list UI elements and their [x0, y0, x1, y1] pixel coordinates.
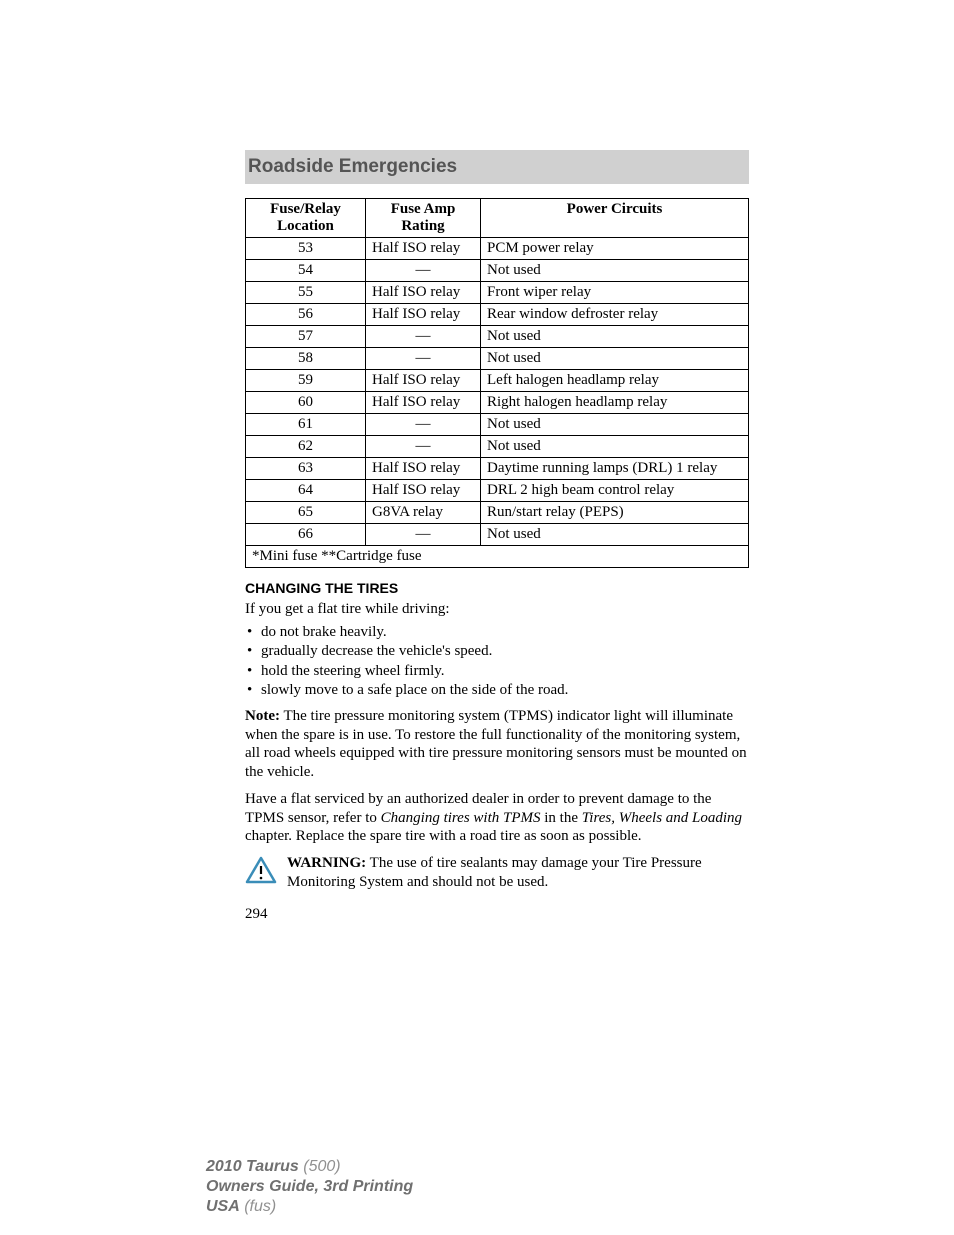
list-item: do not brake heavily. [245, 623, 749, 643]
table-row: 60Half ISO relayRight halogen headlamp r… [246, 392, 749, 414]
cell-location: 59 [246, 370, 366, 392]
cell-circuit: PCM power relay [481, 238, 749, 260]
cell-rating: — [366, 414, 481, 436]
tire-bullets: do not brake heavily.gradually decrease … [245, 623, 749, 701]
note-text: The tire pressure monitoring system (TPM… [245, 708, 747, 780]
list-item: gradually decrease the vehicle's speed. [245, 642, 749, 662]
cell-location: 63 [246, 458, 366, 480]
cell-rating: — [366, 436, 481, 458]
cell-rating: G8VA relay [366, 502, 481, 524]
table-row: 61—Not used [246, 414, 749, 436]
cell-circuit: Not used [481, 260, 749, 282]
cell-rating: — [366, 326, 481, 348]
table-row: 55Half ISO relayFront wiper relay [246, 282, 749, 304]
table-row: 66—Not used [246, 524, 749, 546]
list-item: slowly move to a safe place on the side … [245, 681, 749, 701]
cell-circuit: Not used [481, 436, 749, 458]
table-row: 64Half ISO relayDRL 2 high beam control … [246, 480, 749, 502]
cell-circuit: Not used [481, 348, 749, 370]
cell-location: 65 [246, 502, 366, 524]
note-label: Note: [245, 708, 280, 724]
page-number: 294 [245, 906, 749, 923]
cell-location: 64 [246, 480, 366, 502]
table-row: 56Half ISO relayRear window defroster re… [246, 304, 749, 326]
cell-location: 56 [246, 304, 366, 326]
cell-location: 60 [246, 392, 366, 414]
cell-location: 62 [246, 436, 366, 458]
cell-rating: — [366, 524, 481, 546]
cell-rating: — [366, 348, 481, 370]
footer-guide: Owners Guide, 3rd Printing [206, 1177, 413, 1197]
cell-location: 58 [246, 348, 366, 370]
table-row: 63Half ISO relayDaytime running lamps (D… [246, 458, 749, 480]
cell-rating: Half ISO relay [366, 458, 481, 480]
cell-rating: Half ISO relay [366, 304, 481, 326]
footer-model-code: (500) [299, 1158, 341, 1175]
table-row: 59Half ISO relayLeft halogen headlamp re… [246, 370, 749, 392]
service-paragraph: Have a flat serviced by an authorized de… [245, 790, 749, 846]
cell-circuit: Not used [481, 524, 749, 546]
warning-block: WARNING: The use of tire sealants may da… [245, 854, 749, 892]
footer: 2010 Taurus (500) Owners Guide, 3rd Prin… [206, 1157, 413, 1217]
cell-location: 53 [246, 238, 366, 260]
cell-circuit: DRL 2 high beam control relay [481, 480, 749, 502]
cell-circuit: Not used [481, 326, 749, 348]
table-header-location: Fuse/Relay Location [246, 199, 366, 238]
cell-circuit: Not used [481, 414, 749, 436]
cell-circuit: Left halogen headlamp relay [481, 370, 749, 392]
list-item: hold the steering wheel firmly. [245, 662, 749, 682]
table-row: 65G8VA relayRun/start relay (PEPS) [246, 502, 749, 524]
cell-rating: Half ISO relay [366, 282, 481, 304]
table-row: 53Half ISO relayPCM power relay [246, 238, 749, 260]
cell-rating: Half ISO relay [366, 392, 481, 414]
cell-location: 66 [246, 524, 366, 546]
warning-text: WARNING: The use of tire sealants may da… [287, 854, 749, 892]
cell-rating: — [366, 260, 481, 282]
cell-rating: Half ISO relay [366, 238, 481, 260]
cell-circuit: Rear window defroster relay [481, 304, 749, 326]
table-header-circuits: Power Circuits [481, 199, 749, 238]
fuse-table: Fuse/Relay Location Fuse Amp Rating Powe… [245, 198, 749, 568]
section-title: Roadside Emergencies [248, 156, 749, 178]
table-header-rating: Fuse Amp Rating [366, 199, 481, 238]
cell-rating: Half ISO relay [366, 480, 481, 502]
cell-location: 57 [246, 326, 366, 348]
cell-rating: Half ISO relay [366, 370, 481, 392]
footer-model: 2010 Taurus [206, 1158, 299, 1175]
table-row: 62—Not used [246, 436, 749, 458]
table-row: 54—Not used [246, 260, 749, 282]
cell-circuit: Run/start relay (PEPS) [481, 502, 749, 524]
warning-triangle-icon [245, 856, 277, 884]
cell-location: 55 [246, 282, 366, 304]
footer-region-code: (fus) [240, 1198, 276, 1215]
section-header: Roadside Emergencies [245, 150, 749, 184]
footer-region: USA [206, 1198, 240, 1215]
note-paragraph: Note: The tire pressure monitoring syste… [245, 707, 749, 782]
cell-location: 61 [246, 414, 366, 436]
intro-text: If you get a flat tire while driving: [245, 600, 749, 619]
cell-location: 54 [246, 260, 366, 282]
cell-circuit: Daytime running lamps (DRL) 1 relay [481, 458, 749, 480]
cell-circuit: Front wiper relay [481, 282, 749, 304]
table-row: 58—Not used [246, 348, 749, 370]
table-row: 57—Not used [246, 326, 749, 348]
changing-tires-heading: CHANGING THE TIRES [245, 580, 749, 596]
table-footnote: *Mini fuse **Cartridge fuse [246, 546, 749, 568]
cell-circuit: Right halogen headlamp relay [481, 392, 749, 414]
